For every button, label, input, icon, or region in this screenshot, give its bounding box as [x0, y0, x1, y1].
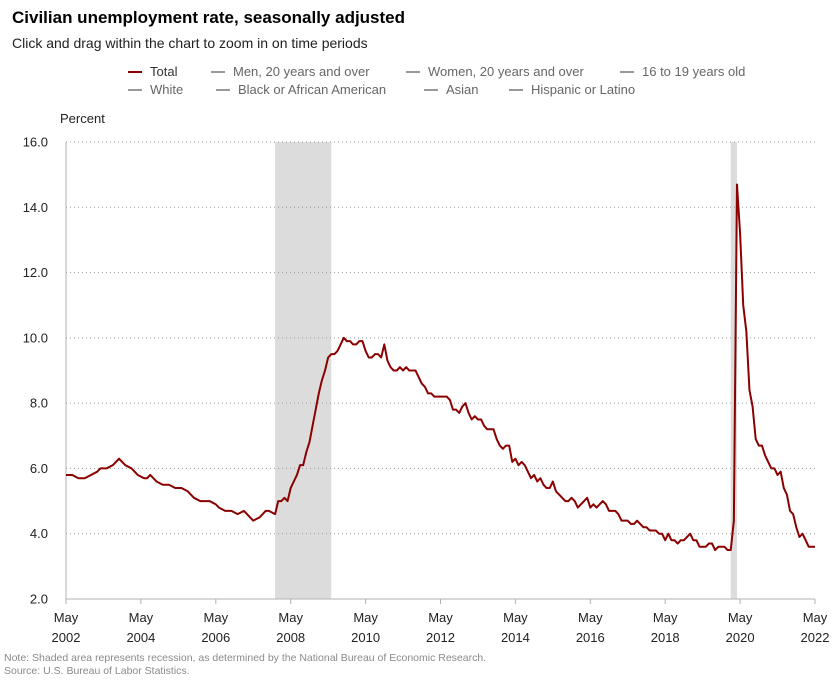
legend-item-black[interactable]: Black or African American [216, 82, 386, 97]
x-tick-month-9: May [728, 610, 753, 625]
chart-title: Civilian unemployment rate, seasonally a… [12, 8, 406, 27]
recession-band-1 [730, 142, 737, 599]
recession-layer [275, 142, 737, 599]
y-tick-labels: 2.0 4.0 6.0 8.0 10.0 12.0 14.0 16.0 [23, 135, 48, 607]
grid-layer [66, 141, 815, 535]
y-tick-label-1: 4.0 [30, 526, 48, 541]
series-layer [66, 183, 815, 552]
legend-label-total: Total [150, 64, 178, 79]
x-tick-year-4: 2010 [351, 630, 380, 645]
legend-swatch-teens [620, 70, 634, 73]
legend-label-asian: Asian [446, 82, 479, 97]
x-tick-month-5: May [428, 610, 453, 625]
x-tick-month-7: May [578, 610, 603, 625]
legend-item-women[interactable]: Women, 20 years and over [406, 64, 584, 79]
recession-note: Note: Shaded area represents recession, … [4, 652, 487, 664]
legend-swatch-asian [424, 88, 438, 91]
y-tick-label-5: 12.0 [23, 265, 48, 280]
legend-item-teens[interactable]: 16 to 19 years old [620, 64, 745, 79]
recession-band-0 [275, 142, 332, 599]
legend-item-men[interactable]: Men, 20 years and over [211, 64, 370, 79]
legend-swatch-white [128, 88, 142, 91]
legend-item-hispanic[interactable]: Hispanic or Latino [509, 82, 635, 97]
chart-subtitle: Click and drag within the chart to zoom … [12, 35, 368, 51]
y-tick-label-2: 6.0 [30, 461, 48, 476]
x-tick-year-3: 2008 [276, 630, 305, 645]
x-tick-year-6: 2014 [501, 630, 530, 645]
legend-item-white[interactable]: White [128, 82, 183, 97]
legend-swatch-total [128, 70, 142, 73]
legend-label-men: Men, 20 years and over [233, 64, 370, 79]
x-tick-year-9: 2020 [726, 630, 755, 645]
source-note: Source: U.S. Bureau of Labor Statistics. [4, 664, 190, 677]
legend-swatch-women [406, 70, 420, 73]
axis-layer [65, 142, 816, 604]
y-tick-label-4: 10.0 [23, 330, 48, 345]
y-axis-label: Percent [60, 111, 105, 126]
y-tick-label-0: 2.0 [30, 592, 48, 607]
legend-label-hispanic: Hispanic or Latino [531, 82, 636, 97]
x-tick-year-8: 2018 [651, 630, 680, 645]
x-tick-year-1: 2004 [126, 630, 155, 645]
x-tick-labels: May 2002 May 2004 May 2006 May 2008 May 2010 May 20… [52, 610, 830, 645]
x-tick-year-2: 2006 [201, 630, 230, 645]
x-tick-year-10: 2022 [801, 630, 830, 645]
legend-item-asian[interactable]: Asian [424, 82, 479, 97]
legend-row-2: White Black or African American Asian Hi… [0, 82, 837, 100]
y-tick-label-3: 8.0 [30, 396, 48, 411]
legend-label-women: Women, 20 years and over [428, 64, 584, 79]
legend-swatch-black [216, 88, 230, 91]
x-tick-month-10: May [803, 610, 828, 625]
x-tick-month-4: May [353, 610, 378, 625]
legend-item-total[interactable]: Total [128, 64, 177, 79]
series-line-total [66, 183, 815, 552]
x-tick-month-0: May [54, 610, 79, 625]
x-tick-year-5: 2012 [426, 630, 455, 645]
legend-swatch-men [211, 70, 225, 73]
y-tick-label-6: 14.0 [23, 200, 48, 215]
x-tick-month-8: May [653, 610, 678, 625]
chart-footer: Note: Shaded area represents recession, … [4, 652, 486, 677]
x-tick-year-7: 2016 [576, 630, 605, 645]
legend-label-teens: 16 to 19 years old [642, 64, 746, 79]
chart-plot-area[interactable]: 2.0 4.0 6.0 8.0 10.0 12.0 14.0 16.0 May 2002 May 2… [0, 0, 837, 650]
x-tick-month-6: May [503, 610, 528, 625]
x-tick-month-2: May [204, 610, 229, 625]
x-tick-month-1: May [129, 610, 154, 625]
legend-swatch-hispanic [509, 88, 523, 91]
legend-row-1: Total Men, 20 years and over Women, 20 y… [0, 64, 837, 82]
x-tick-month-3: May [278, 610, 303, 625]
legend-label-white: White [150, 82, 184, 97]
legend-label-black: Black or African American [238, 82, 387, 97]
y-tick-label-7: 16.0 [23, 135, 48, 150]
x-tick-year-0: 2002 [52, 630, 81, 645]
